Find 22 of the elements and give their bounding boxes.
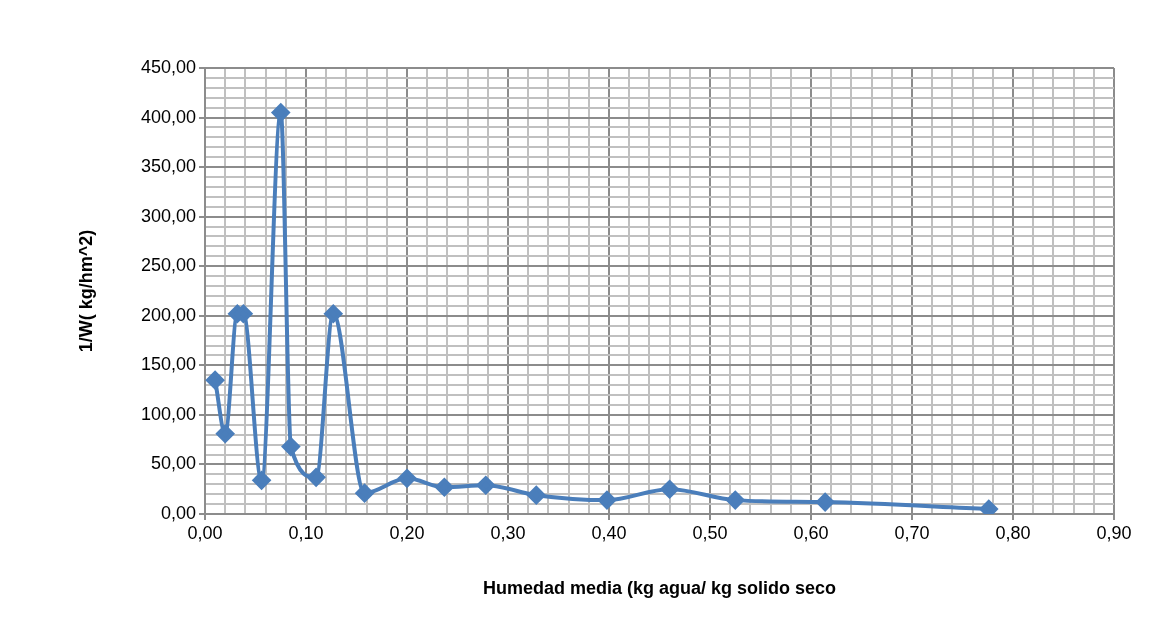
- y-tick-label: 350,00: [140, 156, 196, 177]
- y-tick-label: 250,00: [140, 255, 196, 276]
- x-axis-title: Humedad media (kg agua/ kg solido seco: [482, 578, 837, 599]
- x-tick-label: 0,10: [288, 522, 324, 543]
- x-tick-label: 0,50: [692, 522, 728, 543]
- x-tick-label: 0,20: [389, 522, 425, 543]
- x-tick-label: 0,40: [591, 522, 627, 543]
- y-tick-label: 200,00: [140, 304, 196, 325]
- x-tick-label: 0,00: [187, 522, 223, 543]
- y-tick-label: 450,00: [140, 56, 196, 77]
- x-tick-label: 0,30: [490, 522, 526, 543]
- y-tick-label: 400,00: [140, 106, 196, 127]
- y-tick-label: 0,00: [160, 502, 196, 523]
- y-tick-label: 300,00: [140, 205, 196, 226]
- x-tick-label: 0,90: [1096, 522, 1132, 543]
- y-tick-label: 50,00: [150, 453, 196, 474]
- y-axis-title: 1/W( kg/hm^2): [75, 229, 96, 353]
- x-tick-label: 0,80: [995, 522, 1031, 543]
- y-tick-label: 100,00: [140, 403, 196, 424]
- x-tick-label: 0,70: [894, 522, 930, 543]
- y-tick-label: 150,00: [140, 354, 196, 375]
- x-tick-label: 0,60: [793, 522, 829, 543]
